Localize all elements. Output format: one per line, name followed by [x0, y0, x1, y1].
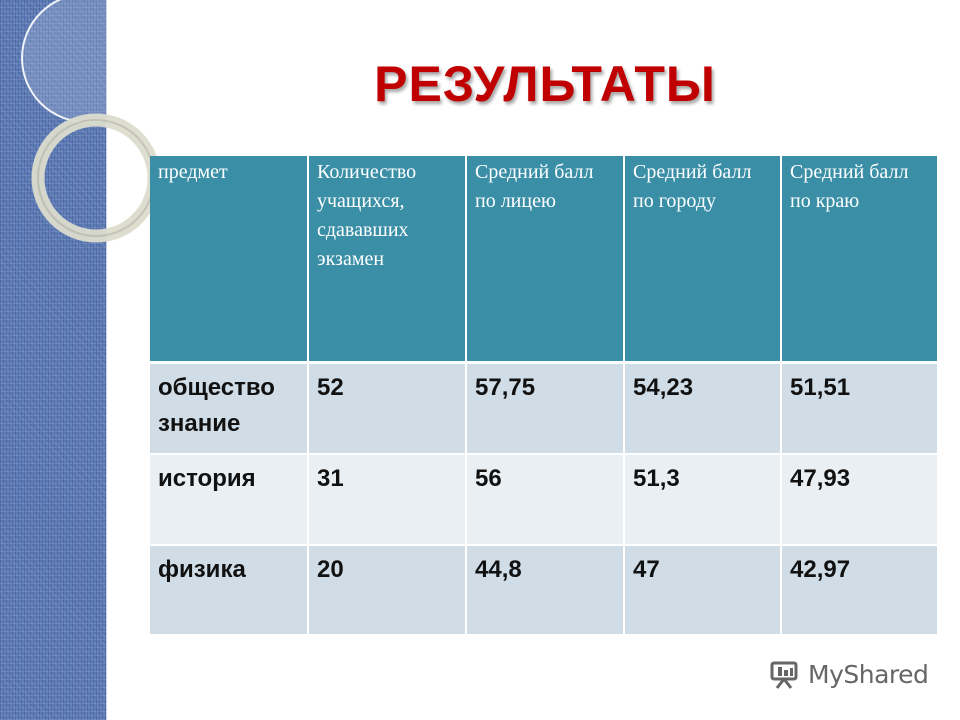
- cell-city-average: 51,3: [624, 454, 782, 546]
- table-header-row: предмет Количество учащихся, сдававших э…: [150, 156, 939, 364]
- header-region-average: Средний балл по краю: [781, 156, 939, 364]
- header-city-average: Средний балл по городу: [624, 156, 782, 364]
- header-student-count: Количество учащихся, сдававших экзамен: [308, 156, 467, 364]
- cell-student-count: 31: [308, 454, 467, 546]
- cell-student-count: 52: [308, 362, 467, 455]
- cell-student-count: 20: [308, 545, 467, 636]
- results-table: предмет Количество учащихся, сдававших э…: [150, 156, 939, 636]
- cell-subject: общество знание: [150, 362, 309, 455]
- myshared-watermark: MyShared: [768, 657, 929, 691]
- cell-city-average: 47: [624, 545, 782, 636]
- cell-lyceum-average: 57,75: [466, 362, 625, 455]
- cell-region-average: 51,51: [781, 362, 939, 455]
- cell-subject: история: [150, 454, 309, 546]
- table-row: история 31 56 51,3 47,93: [150, 454, 939, 546]
- table-row: общество знание 52 57,75 54,23 51,51: [150, 362, 939, 455]
- watermark-text: MyShared: [808, 659, 929, 689]
- cell-lyceum-average: 44,8: [466, 545, 625, 636]
- cell-subject: физика: [150, 545, 309, 636]
- cell-region-average: 47,93: [781, 454, 939, 546]
- cell-lyceum-average: 56: [466, 454, 625, 546]
- slide-title: РЕЗУЛЬТАТЫ: [374, 56, 716, 112]
- cell-region-average: 42,97: [781, 545, 939, 636]
- header-lyceum-average: Средний балл по лицею: [466, 156, 625, 364]
- myshared-logo-icon: [770, 661, 798, 689]
- table-row: физика 20 44,8 47 42,97: [150, 545, 939, 636]
- cell-city-average: 54,23: [624, 362, 782, 455]
- header-subject: предмет: [150, 156, 309, 364]
